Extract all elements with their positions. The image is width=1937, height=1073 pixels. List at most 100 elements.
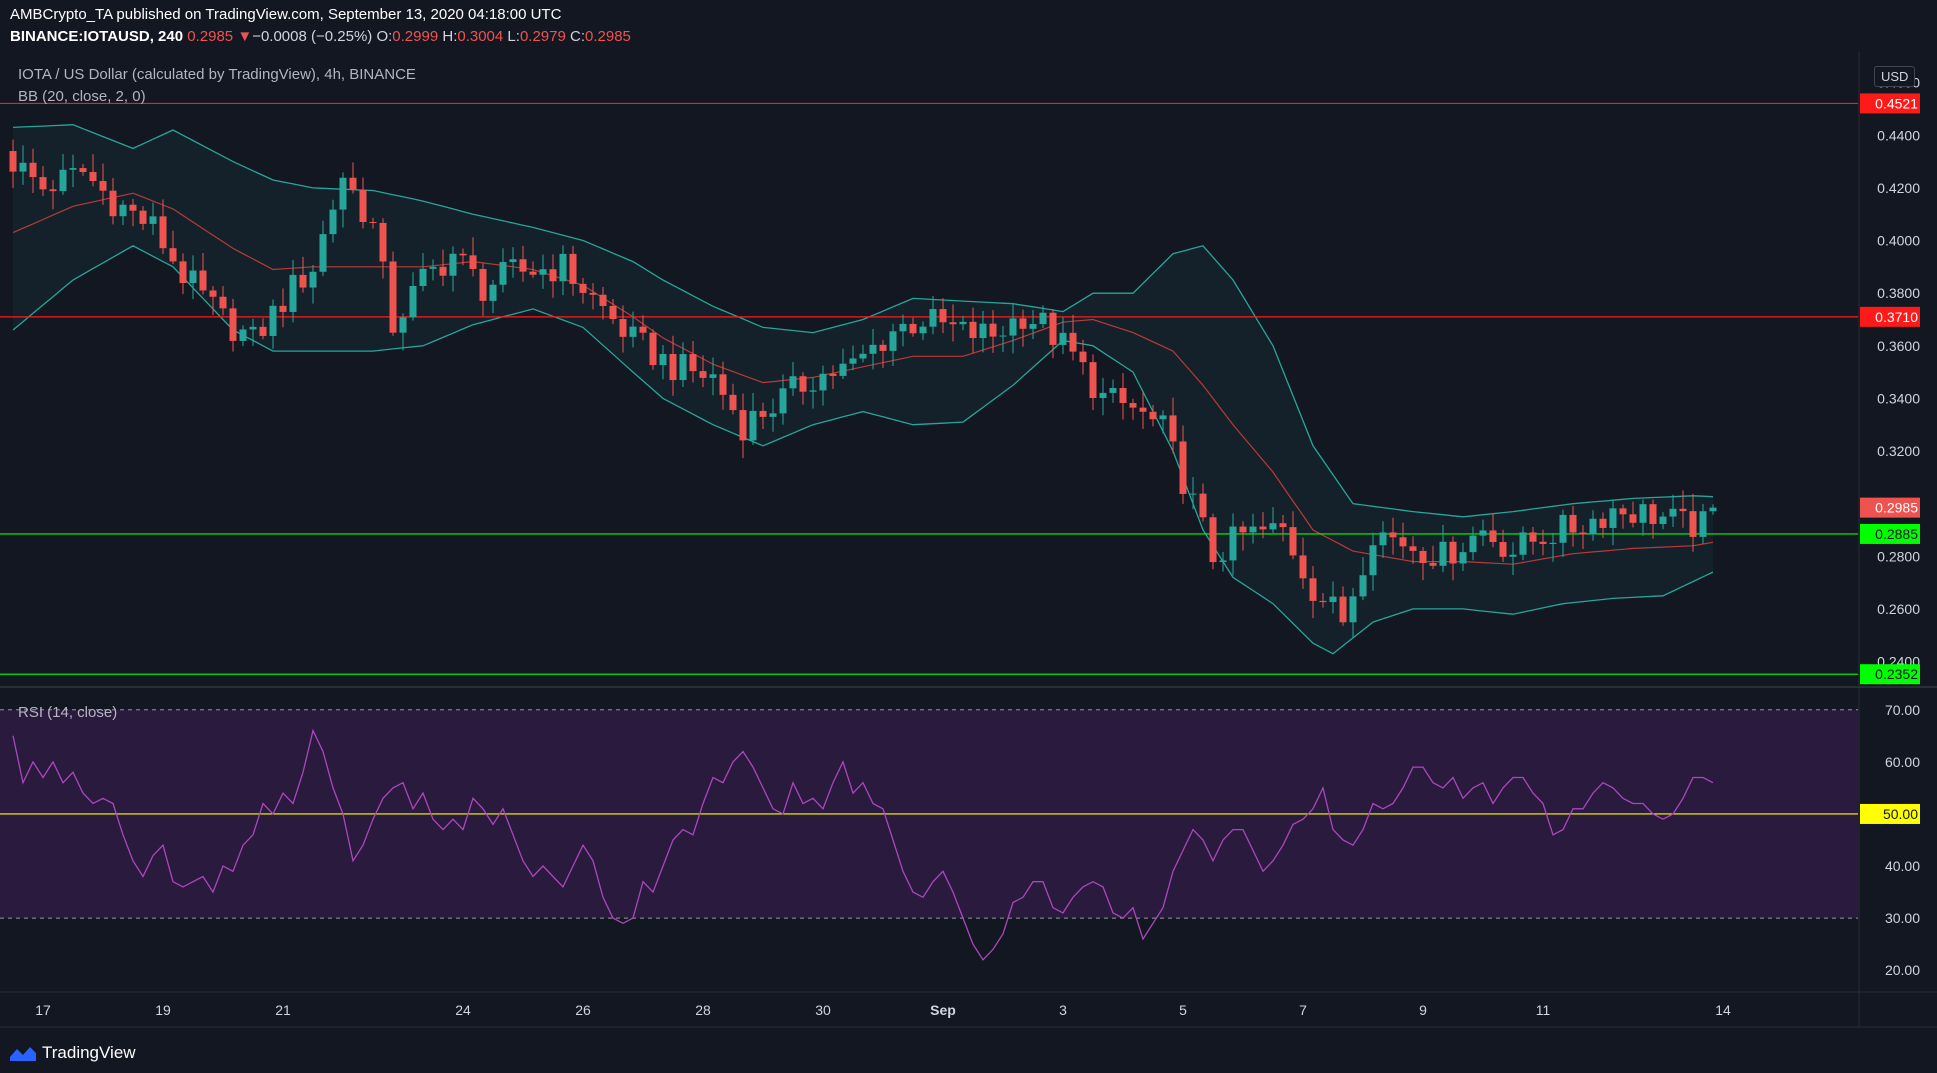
- symbol-label[interactable]: BINANCE:IOTAUSD, 240: [10, 28, 184, 45]
- candle: [69, 154, 77, 188]
- candle: [809, 377, 817, 409]
- tradingview-footer[interactable]: TradingView: [8, 1043, 136, 1063]
- candle-body: [1409, 546, 1417, 551]
- candle-body: [1009, 318, 1017, 336]
- candle: [1629, 501, 1637, 528]
- candle-body: [529, 271, 537, 275]
- candle-body: [1619, 508, 1627, 515]
- candle-body: [789, 376, 797, 389]
- candle: [1479, 519, 1487, 547]
- candle-body: [1329, 596, 1337, 603]
- candle-body: [299, 274, 307, 288]
- candle: [559, 245, 567, 296]
- rsi-legend[interactable]: RSI (14, close): [18, 704, 118, 721]
- candle-body: [679, 354, 687, 381]
- candle: [1649, 499, 1657, 539]
- candle-body: [839, 363, 847, 376]
- candle-body: [39, 177, 47, 190]
- candle: [1449, 536, 1457, 581]
- candle: [1219, 551, 1227, 572]
- price-tick-label: 0.3400: [1877, 390, 1920, 406]
- candle: [1329, 581, 1337, 614]
- publish-info-text: AMBCrypto_TA published on TradingView.co…: [10, 6, 562, 23]
- candle: [359, 177, 367, 229]
- candle-body: [1259, 526, 1267, 530]
- candle: [1539, 529, 1547, 556]
- candle-body: [79, 168, 87, 172]
- low-label: L:: [507, 28, 520, 45]
- candle-body: [479, 268, 487, 301]
- main-series-legend[interactable]: IOTA / US Dollar (calculated by TradingV…: [18, 66, 416, 83]
- candle-body: [1199, 493, 1207, 518]
- candle: [549, 254, 557, 298]
- candle-body: [1669, 508, 1677, 517]
- candle-body: [1489, 530, 1497, 543]
- candle-body: [19, 162, 27, 172]
- candle: [19, 145, 27, 185]
- candle-body: [179, 261, 187, 284]
- candle: [619, 305, 627, 353]
- candle-body: [1579, 532, 1587, 535]
- candle: [1239, 521, 1247, 551]
- candle: [1349, 587, 1357, 639]
- candle: [219, 286, 227, 316]
- candle-body: [439, 266, 447, 276]
- candle: [449, 246, 457, 292]
- resistance-level-badge-0: [1860, 93, 1920, 114]
- candle-body: [889, 331, 897, 351]
- candle: [759, 402, 767, 430]
- candle: [1429, 545, 1437, 570]
- candle: [499, 248, 507, 293]
- candle: [39, 165, 47, 197]
- candle-body: [859, 353, 867, 359]
- candle-body: [279, 305, 287, 312]
- candle: [1279, 515, 1287, 542]
- candle: [429, 259, 437, 281]
- candle-body: [1419, 550, 1427, 564]
- candle: [1599, 512, 1607, 538]
- currency-button[interactable]: USD: [1874, 66, 1916, 87]
- candle-body: [699, 371, 707, 378]
- candle-body: [489, 284, 497, 301]
- candle: [1309, 566, 1317, 619]
- candle-body: [1179, 441, 1187, 494]
- candle-body: [1299, 555, 1307, 579]
- candle: [399, 313, 407, 351]
- candle: [189, 255, 197, 300]
- high-value: 0.3004: [457, 28, 504, 45]
- candle: [1519, 526, 1527, 561]
- candle-body: [1479, 530, 1487, 536]
- time-tick-label: 17: [35, 1002, 51, 1018]
- candle-body: [819, 373, 827, 391]
- candle-body: [1529, 532, 1537, 542]
- time-tick-label: 11: [1536, 1002, 1551, 1018]
- candle-body: [1389, 532, 1397, 538]
- candle-body: [1029, 324, 1037, 329]
- candle: [469, 237, 477, 277]
- candle-body: [109, 190, 117, 217]
- candle-body: [949, 322, 957, 325]
- candle: [769, 398, 777, 432]
- candle: [1169, 397, 1177, 454]
- candle: [209, 285, 217, 316]
- candle: [479, 263, 487, 316]
- candle: [139, 206, 147, 231]
- rsi-tick-label: 40.00: [1885, 858, 1920, 874]
- candle: [649, 329, 657, 370]
- candle-body: [979, 323, 987, 339]
- candle: [339, 172, 347, 228]
- candle-body: [639, 326, 647, 333]
- candle-body: [239, 329, 247, 341]
- candle: [459, 248, 467, 266]
- candle: [329, 199, 337, 243]
- candle-body: [1429, 563, 1437, 566]
- candle-body: [369, 221, 377, 223]
- price-tick-label: 0.4000: [1877, 233, 1920, 249]
- candle-body: [599, 294, 607, 306]
- candle: [309, 265, 317, 304]
- bb-legend[interactable]: BB (20, close, 2, 0): [18, 88, 146, 105]
- candle: [289, 259, 297, 323]
- candle-body: [739, 410, 747, 441]
- candle-body: [9, 151, 17, 172]
